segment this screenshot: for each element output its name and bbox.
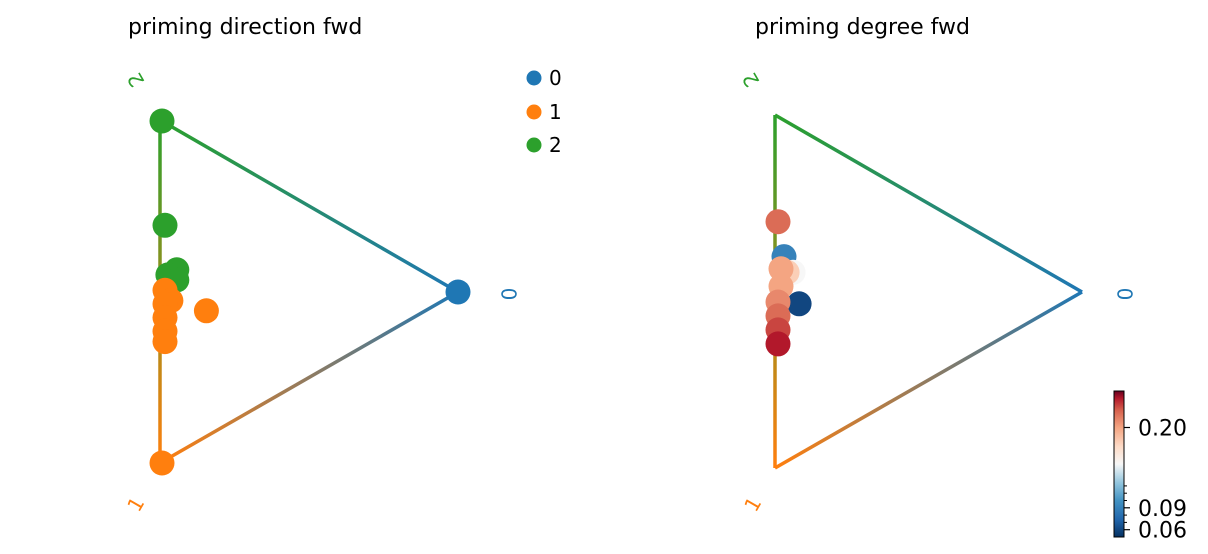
legend-label-2: 2 — [549, 133, 562, 157]
data-point-0 — [149, 108, 175, 134]
colorbar-ticks: 0.060.09 0.20 — [1124, 417, 1187, 544]
simplex-edge-2-0 — [159, 118, 459, 294]
simplex-edges-left — [158, 118, 459, 465]
points-right — [765, 209, 812, 357]
data-point-4 — [768, 256, 794, 282]
vertex-label-2: 2 — [122, 68, 149, 91]
legend-marker-2 — [526, 137, 542, 153]
points-left — [149, 108, 471, 476]
vertex-label-1: 1 — [739, 493, 766, 516]
legend-label-1: 1 — [549, 100, 562, 124]
panel-priming-degree: priming degree fwd 0 1 2 0.060.09 0.20 — [737, 15, 1187, 544]
simplex-edges-right — [773, 113, 1083, 470]
vertex-label-2: 2 — [737, 68, 764, 91]
vertex-label-0: 0 — [1113, 288, 1137, 301]
colorbar-gradient — [1113, 390, 1125, 538]
data-point-1 — [149, 450, 175, 476]
legend-marker-1 — [526, 104, 542, 120]
colorbar-tick-label-2: 0.20 — [1138, 417, 1187, 442]
data-point-1 — [786, 291, 812, 317]
data-point-9 — [193, 298, 219, 324]
simplex-edge-1-0 — [774, 290, 1083, 470]
vertex-label-1: 1 — [122, 493, 149, 516]
panel-title-left: priming direction fwd — [128, 15, 362, 40]
colorbar-tick-label-0: 0.06 — [1138, 519, 1187, 544]
simplex-edge-2-0 — [774, 113, 1083, 294]
legend-label-0: 0 — [549, 66, 562, 90]
data-point-2 — [445, 279, 471, 305]
data-point-3 — [152, 212, 178, 238]
legend-marker-0 — [526, 70, 542, 86]
legend: 0 1 2 — [526, 66, 562, 157]
panel-priming-direction: priming direction fwd 0 1 2 0 1 2 — [122, 15, 562, 516]
data-point-13 — [152, 329, 178, 355]
data-point-5 — [765, 209, 791, 235]
colorbar: 0.060.09 0.20 — [1113, 390, 1187, 544]
colorbar-tick-label-1: 0.09 — [1138, 497, 1187, 522]
simplex-edge-1-0 — [159, 290, 459, 465]
vertex-label-0: 0 — [497, 288, 521, 301]
data-point-10 — [765, 331, 791, 357]
panel-title-right: priming degree fwd — [755, 15, 970, 40]
